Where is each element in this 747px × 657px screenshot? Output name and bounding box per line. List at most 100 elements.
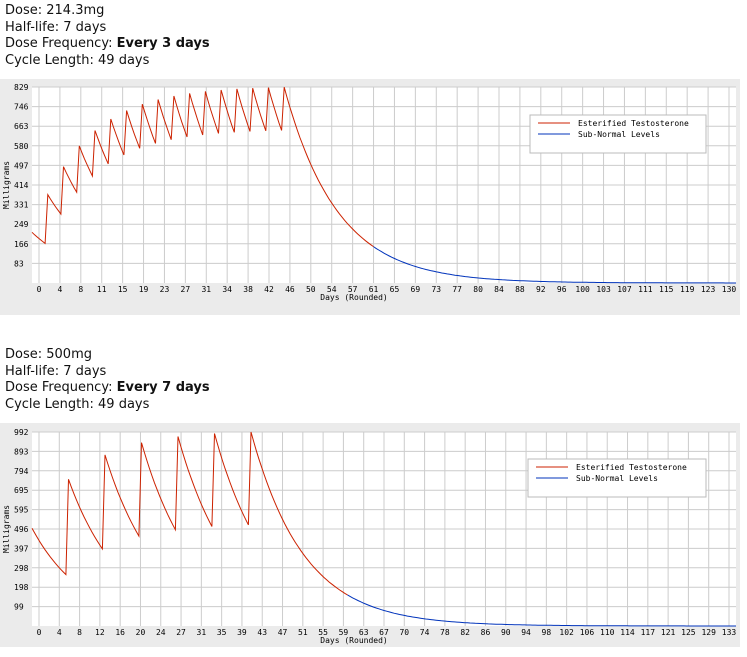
x-tick-label: 82 (460, 628, 470, 637)
x-tick-label: 77 (452, 285, 462, 294)
x-tick-label: 63 (359, 628, 369, 637)
chart-svg-2: 0 4 8 12 16 20 24 27 31 35 39 43 47 51 55 59 63 67 70 74 78 8… (2, 428, 737, 645)
frequency-label: Dose Frequency: (5, 380, 117, 395)
x-tick-label: 84 (494, 285, 504, 294)
y-tick-label: 695 (14, 486, 29, 495)
series-line-sub-normal-levels (347, 594, 736, 627)
dose-label: Dose: (5, 3, 47, 18)
x-tick-label: 12 (95, 628, 105, 637)
x-tick-label: 67 (379, 628, 389, 637)
y-tick-label: 794 (14, 467, 29, 476)
halflife-label: Half-life: (5, 363, 64, 379)
x-tick-label: 35 (217, 628, 227, 637)
x-axis-label: Days (Rounded) (320, 293, 387, 302)
legend-label: Esterified Testosterone (576, 463, 687, 472)
x-tick-label: 117 (641, 628, 656, 637)
legend-label: Sub-Normal Levels (578, 130, 660, 139)
y-tick-label: 331 (14, 201, 29, 210)
x-tick-label: 65 (390, 285, 400, 294)
dose-info-2: Dose: 500mg Half-life: 7 days Dose Frequ… (5, 347, 210, 413)
x-tick-label: 115 (659, 285, 674, 294)
x-tick-label: 119 (680, 285, 695, 294)
x-tick-label: 80 (473, 285, 483, 294)
y-tick-label: 397 (14, 544, 29, 553)
series-line-esterified-testosterone (31, 431, 348, 596)
x-tick-label: 94 (521, 628, 531, 637)
x-tick-label: 16 (115, 628, 125, 637)
x-tick-label: 129 (701, 628, 716, 637)
x-tick-label: 73 (431, 285, 441, 294)
y-tick-label: 83 (14, 259, 24, 268)
halflife-value: 7 days (63, 19, 107, 35)
y-tick-label: 99 (14, 603, 24, 612)
x-tick-label: 103 (596, 285, 611, 294)
x-tick-label: 15 (118, 285, 128, 294)
testosterone-chart-1: 0 4 8 11 15 19 23 27 31 34 38 42 46 50 54 57 61 65 69 73 77 8… (0, 79, 740, 315)
x-tick-label: 50 (306, 285, 316, 294)
dose-label: Dose: (5, 347, 47, 362)
y-tick-label: 595 (14, 506, 29, 515)
cycle-label: Cycle Length: (5, 52, 99, 68)
x-tick-label: 133 (722, 628, 737, 637)
x-tick-label: 47 (278, 628, 288, 637)
frequency-line: Dose Frequency: Every 7 days (5, 380, 210, 397)
x-tick-label: 106 (580, 628, 595, 637)
x-tick-label: 102 (559, 628, 574, 637)
y-tick-label: 746 (14, 103, 29, 112)
x-tick-label: 4 (57, 628, 62, 637)
y-axis-label: Milligrams (2, 505, 11, 553)
cycle-value: 49 days (98, 52, 150, 68)
x-tick-label: 43 (257, 628, 267, 637)
x-tick-label: 107 (617, 285, 632, 294)
y-tick-label: 497 (14, 161, 29, 170)
x-tick-label: 11 (97, 285, 107, 294)
halflife-line: Half-life: 7 days (5, 20, 210, 37)
frequency-value: Every 7 days (116, 380, 210, 395)
x-tick-label: 114 (620, 628, 635, 637)
x-tick-label: 96 (557, 285, 567, 294)
x-tick-label: 27 (181, 285, 191, 294)
y-tick-label: 249 (14, 220, 29, 229)
x-tick-label: 86 (481, 628, 491, 637)
x-tick-label: 59 (339, 628, 349, 637)
x-tick-label: 0 (37, 628, 42, 637)
dose-value: 214.3mg (46, 3, 105, 18)
y-axis-label: Milligrams (2, 161, 11, 209)
halflife-label: Half-life: (5, 19, 64, 35)
x-tick-label: 46 (285, 285, 295, 294)
x-tick-label: 42 (264, 285, 274, 294)
y-tick-label: 829 (14, 83, 29, 92)
dose-value: 500mg (46, 347, 92, 362)
x-tick-label: 0 (37, 285, 42, 294)
dose-line: Dose: 500mg (5, 347, 210, 364)
x-tick-label: 78 (440, 628, 450, 637)
halflife-line: Half-life: 7 days (5, 364, 210, 381)
x-tick-label: 8 (77, 628, 82, 637)
x-tick-label: 125 (681, 628, 696, 637)
y-tick-label: 298 (14, 564, 29, 573)
y-tick-label: 893 (14, 447, 29, 456)
x-tick-label: 23 (160, 285, 170, 294)
x-tick-label: 100 (575, 285, 590, 294)
series-line-sub-normal-levels (373, 246, 736, 284)
x-tick-label: 31 (201, 285, 211, 294)
x-tick-label: 61 (369, 285, 379, 294)
legend-label: Sub-Normal Levels (576, 474, 658, 483)
x-tick-label: 19 (139, 285, 149, 294)
frequency-label: Dose Frequency: (5, 36, 117, 51)
x-tick-label: 4 (57, 285, 62, 294)
chart-svg-1: 0 4 8 11 15 19 23 27 31 34 38 42 46 50 54 57 61 65 69 73 77 8… (2, 83, 737, 302)
legend-label: Esterified Testosterone (578, 119, 689, 128)
y-tick-label: 198 (14, 583, 29, 592)
y-tick-label: 663 (14, 122, 29, 131)
cycle-label: Cycle Length: (5, 396, 99, 412)
x-tick-label: 130 (722, 285, 737, 294)
x-tick-label: 39 (237, 628, 247, 637)
series-line-esterified-testosterone (31, 86, 374, 248)
y-tick-label: 166 (14, 240, 29, 249)
cycle-value: 49 days (98, 396, 150, 412)
x-tick-label: 54 (327, 285, 337, 294)
x-tick-label: 34 (222, 285, 232, 294)
x-tick-label: 123 (701, 285, 716, 294)
dose-info-1: Dose: 214.3mg Half-life: 7 days Dose Fre… (5, 3, 210, 69)
